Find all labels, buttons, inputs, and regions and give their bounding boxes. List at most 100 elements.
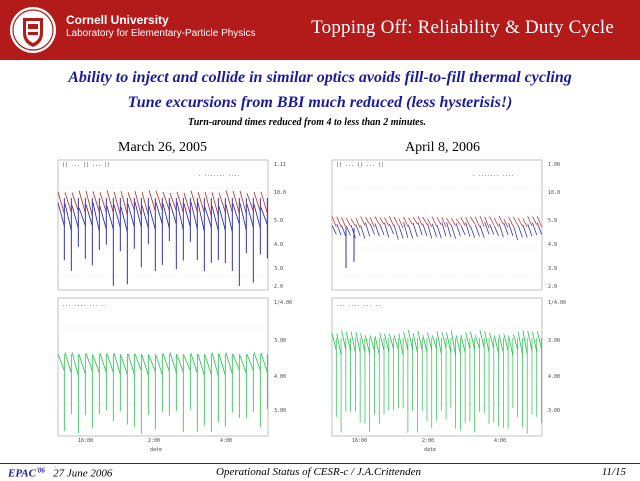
green-trace-segment xyxy=(536,330,542,349)
blue-trace-segment xyxy=(120,207,128,232)
lower-axis-tick: 3.00 xyxy=(274,408,286,414)
upper-panel-legend: . ....... .... xyxy=(472,172,514,178)
green-trace-segment xyxy=(239,355,247,374)
green-trace-segment xyxy=(374,335,380,355)
upper-axis-tick: 2.0 xyxy=(274,284,283,290)
blue-trace-segment xyxy=(155,202,163,225)
plot-right-label: April 8, 2006 xyxy=(405,140,481,155)
subheading: Turn-around times reduced from 4 to less… xyxy=(188,117,426,128)
red-trace-segment xyxy=(493,217,499,227)
green-trace-segment xyxy=(183,355,191,371)
x-axis-date: date xyxy=(150,447,162,453)
green-trace-segment xyxy=(92,355,100,373)
blue-trace-segment xyxy=(503,222,509,236)
green-trace-segment xyxy=(484,331,490,353)
red-trace-segment xyxy=(155,190,163,211)
lower-axis-tick: 3.00 xyxy=(274,338,286,344)
plot-right: 1.00 10.0 5.0 4.0 3.0 2.0 1/4.00 3.00 4.00 3.00 16… xyxy=(331,159,566,453)
heading-line-1: Ability to inject and collide in similar… xyxy=(68,69,572,86)
blue-trace-segment xyxy=(345,225,351,236)
red-trace-segment xyxy=(508,216,514,226)
blue-trace-segment xyxy=(470,225,476,238)
green-trace-segment xyxy=(225,352,233,375)
blue-trace-segment xyxy=(474,224,480,237)
green-trace-segment xyxy=(465,332,471,349)
blue-trace-segment xyxy=(141,205,149,228)
blue-trace-segment xyxy=(218,206,226,231)
lower-axis-tick: 4.00 xyxy=(548,374,560,380)
green-trace-segment xyxy=(460,334,466,353)
lower-panel-frame xyxy=(331,297,543,437)
green-trace-segment xyxy=(398,333,404,356)
blue-trace-segment xyxy=(508,222,514,236)
green-trace-segment xyxy=(113,352,121,375)
red-trace-segment xyxy=(106,190,114,213)
footer-page: 11/15 xyxy=(601,466,626,478)
blue-trace-segment xyxy=(71,205,79,229)
green-trace-segment xyxy=(176,354,184,373)
blue-trace-segment xyxy=(190,202,198,229)
x-axis-date: date xyxy=(424,447,436,453)
green-trace-segment xyxy=(369,335,375,351)
green-trace-segment xyxy=(120,355,128,375)
blue-trace-segment xyxy=(522,224,528,238)
lower-panel-frame xyxy=(57,297,269,437)
red-trace-segment xyxy=(169,193,177,211)
green-trace-segment xyxy=(78,354,86,375)
green-trace-segment xyxy=(148,355,156,372)
blue-trace-segment xyxy=(446,222,452,238)
blue-trace-segment xyxy=(441,222,447,237)
red-trace-segment xyxy=(388,215,394,227)
upper-axis-tick: 3.0 xyxy=(274,266,283,272)
red-trace-segment xyxy=(536,216,542,227)
blue-trace-segment xyxy=(379,223,385,236)
red-trace-segment xyxy=(341,217,347,228)
red-trace-segment xyxy=(474,216,480,228)
blue-trace-segment xyxy=(78,207,86,226)
blue-trace-segment xyxy=(57,202,65,227)
green-trace-segment xyxy=(384,333,390,353)
cornell-seal-icon xyxy=(10,7,56,53)
blue-trace-segment xyxy=(536,222,542,235)
blue-trace-segment xyxy=(422,223,428,236)
green-trace-segment xyxy=(232,353,240,371)
red-trace-segment xyxy=(360,216,366,226)
plot-left-label: March 26, 2005 xyxy=(118,140,208,155)
red-trace-segment xyxy=(197,191,205,213)
red-trace-segment xyxy=(260,191,268,214)
red-trace-segment xyxy=(346,218,351,227)
blue-trace-segment xyxy=(246,203,254,228)
red-trace-segment xyxy=(431,216,437,227)
red-trace-segment xyxy=(532,216,538,225)
red-trace-segment xyxy=(408,217,413,225)
red-trace-segment xyxy=(92,191,100,213)
blue-trace-segment xyxy=(360,225,366,239)
blue-trace-segment xyxy=(127,203,135,227)
blue-trace-segment xyxy=(403,222,409,238)
blue-trace-segment xyxy=(369,223,375,235)
blue-trace-segment xyxy=(92,202,100,232)
green-trace-segment xyxy=(85,353,93,372)
red-trace-segment xyxy=(239,190,247,215)
upper-axis-tick: 2.0 xyxy=(548,284,557,290)
upper-axis-tick: 5.0 xyxy=(548,218,557,224)
blue-trace-segment xyxy=(489,223,495,235)
blue-trace-segment xyxy=(85,204,93,226)
red-trace-segment xyxy=(78,190,86,213)
blue-trace-segment xyxy=(398,225,404,239)
blue-trace-segment xyxy=(465,222,471,237)
green-trace-segment xyxy=(341,330,347,350)
upper-panel-header: || ... || ... || xyxy=(336,162,384,168)
red-trace-segment xyxy=(484,216,490,229)
x-axis-tick: 4:00 xyxy=(220,438,232,444)
green-trace-segment xyxy=(345,332,352,351)
red-trace-segment xyxy=(246,193,254,212)
blue-trace-segment xyxy=(388,223,394,235)
footer-conference: EPAC xyxy=(8,467,36,480)
green-trace-segment xyxy=(455,335,461,354)
blue-trace-segment xyxy=(331,225,337,235)
green-trace-segment xyxy=(508,335,514,356)
lower-axis-tick: 3.00 xyxy=(548,408,560,414)
red-trace-segment xyxy=(436,217,442,226)
red-trace-segment xyxy=(517,217,523,227)
